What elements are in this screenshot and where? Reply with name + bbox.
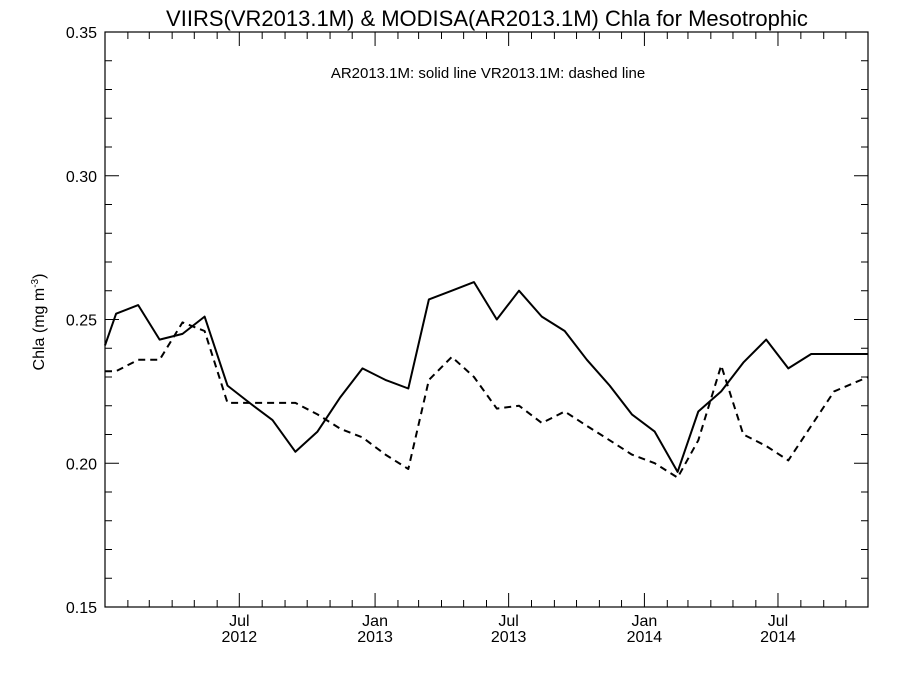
y-axis-label-superscript: -3 — [30, 278, 41, 287]
plot-border — [104, 31, 869, 608]
y-tick-label: 0.30 — [66, 169, 97, 186]
y-axis-label: Chla (mg m-3) — [30, 274, 48, 371]
y-tick-label: 0.35 — [66, 25, 97, 42]
y-tick-label: 0.20 — [66, 456, 97, 473]
x-tick-year-label: 2013 — [491, 629, 527, 646]
plot-frame — [104, 31, 869, 608]
x-tick-year-label: 2014 — [760, 629, 796, 646]
x-tick-year-label: 2014 — [627, 629, 663, 646]
x-tick-year-label: 2013 — [357, 629, 393, 646]
x-tick-month-label: Jul — [229, 613, 249, 630]
chart-title: VIIRS(VR2013.1M) & MODISA(AR2013.1M) Chl… — [166, 6, 808, 31]
y-tick-label: 0.25 — [66, 313, 97, 330]
x-tick-month-label: Jul — [498, 613, 518, 630]
x-tick-year-label: 2012 — [222, 629, 258, 646]
axis-ticks: 0.150.200.250.300.35Jul2012Jan2013Jul201… — [66, 25, 868, 646]
y-axis-label-end: ) — [31, 274, 48, 279]
y-tick-label: 0.15 — [66, 600, 97, 617]
series-line-dashed — [105, 321, 869, 479]
y-axis-label-text: Chla (mg m — [31, 288, 48, 371]
series-layer — [104, 281, 869, 479]
x-tick-month-label: Jul — [768, 613, 788, 630]
x-tick-month-label: Jan — [632, 613, 658, 630]
line-style-annotation: AR2013.1M: solid line VR2013.1M: dashed … — [331, 65, 645, 82]
x-tick-month-label: Jan — [362, 613, 388, 630]
series-line-solid — [104, 281, 868, 473]
